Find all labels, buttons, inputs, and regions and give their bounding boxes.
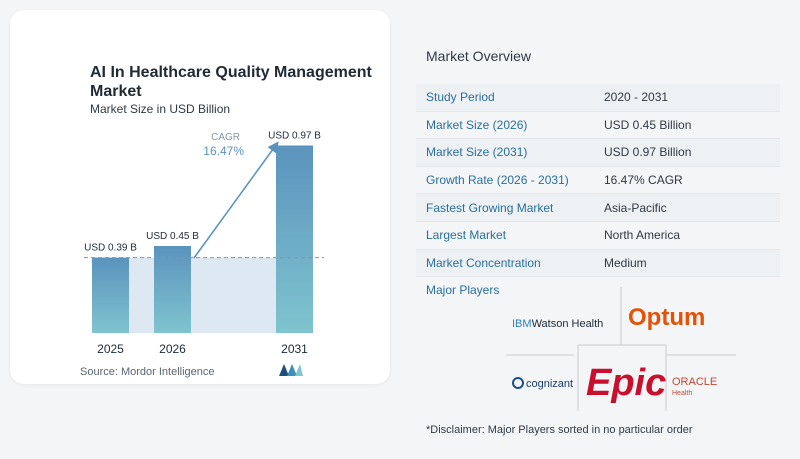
optum-logo: Optum: [628, 304, 705, 331]
row-value: North America: [604, 228, 681, 243]
table-row: Market Concentration Medium: [416, 249, 780, 278]
row-value: Asia-Pacific: [604, 200, 667, 215]
major-players-title: Major Players: [426, 283, 500, 297]
table-row: Study Period 2020 - 2031: [416, 84, 780, 112]
chart-title: AI In Healthcare Quality Management Mark…: [90, 64, 372, 100]
x-tick-label: 2025: [97, 342, 124, 356]
x-tick-label: 2026: [159, 342, 186, 356]
table-row: Market Size (2026) USD 0.45 Billion: [416, 112, 780, 140]
disclaimer: *Disclaimer: Major Players sorted in no …: [426, 424, 693, 436]
row-value: USD 0.45 Billion: [604, 117, 692, 132]
bar-chart: USD 0.39 B 2025 USD 0.45 B 2026 USD 0.97 B 20…: [84, 130, 324, 356]
cagr-value: 16.47%: [203, 144, 244, 158]
row-value: USD 0.97 Billion: [604, 145, 692, 160]
data-label: USD 0.97 B: [268, 130, 321, 141]
row-label: Market Size (2031): [426, 145, 528, 160]
ibm-watson-logo: IBMWatson Health: [512, 318, 603, 330]
row-label: Growth Rate (2026 - 2031): [426, 173, 569, 188]
cagr-label: CAGR: [211, 132, 240, 143]
x-tick-label: 2031: [281, 342, 308, 356]
table-row: Largest Market North America: [416, 222, 780, 250]
major-players-logos: IBMWatson Health Optum cognizant Epic OR…: [506, 287, 736, 411]
data-label: USD 0.39 B: [84, 243, 137, 254]
row-label: Market Concentration: [426, 255, 541, 270]
row-value: 2020 - 2031: [604, 90, 669, 105]
row-value: 16.47% CAGR: [604, 173, 683, 188]
table-row: Growth Rate (2026 - 2031) 16.47% CAGR: [416, 167, 780, 195]
oracle-health-label: Health: [672, 390, 692, 397]
data-label: USD 0.45 B: [146, 231, 199, 242]
row-label: Study Period: [426, 90, 495, 105]
table-row: Fastest Growing Market Asia-Pacific: [416, 194, 780, 222]
row-value: Medium: [604, 255, 647, 270]
overview-title: Market Overview: [426, 48, 532, 64]
cognizant-mark-icon: [512, 377, 524, 389]
table-row: Market Size (2031) USD 0.97 Billion: [416, 139, 780, 167]
cognizant-logo: cognizant: [526, 378, 573, 390]
oracle-logo: ORACLE: [672, 376, 717, 388]
row-label: Market Size (2026): [426, 117, 528, 132]
bar-2031: [276, 145, 313, 333]
chart-subtitle: Market Size in USD Billion: [90, 102, 231, 116]
bar-2025: [92, 257, 129, 333]
overview-table: Study Period 2020 - 2031 Market Size (20…: [416, 84, 780, 278]
row-label: Fastest Growing Market: [426, 200, 554, 215]
epic-logo: Epic: [586, 362, 666, 404]
source-note: Source: Mordor Intelligence: [80, 366, 215, 378]
row-label: Largest Market: [426, 228, 507, 243]
cagr-arrow: [193, 141, 279, 259]
bar-2026: [154, 246, 191, 333]
mordor-logo-icon: [279, 364, 303, 376]
